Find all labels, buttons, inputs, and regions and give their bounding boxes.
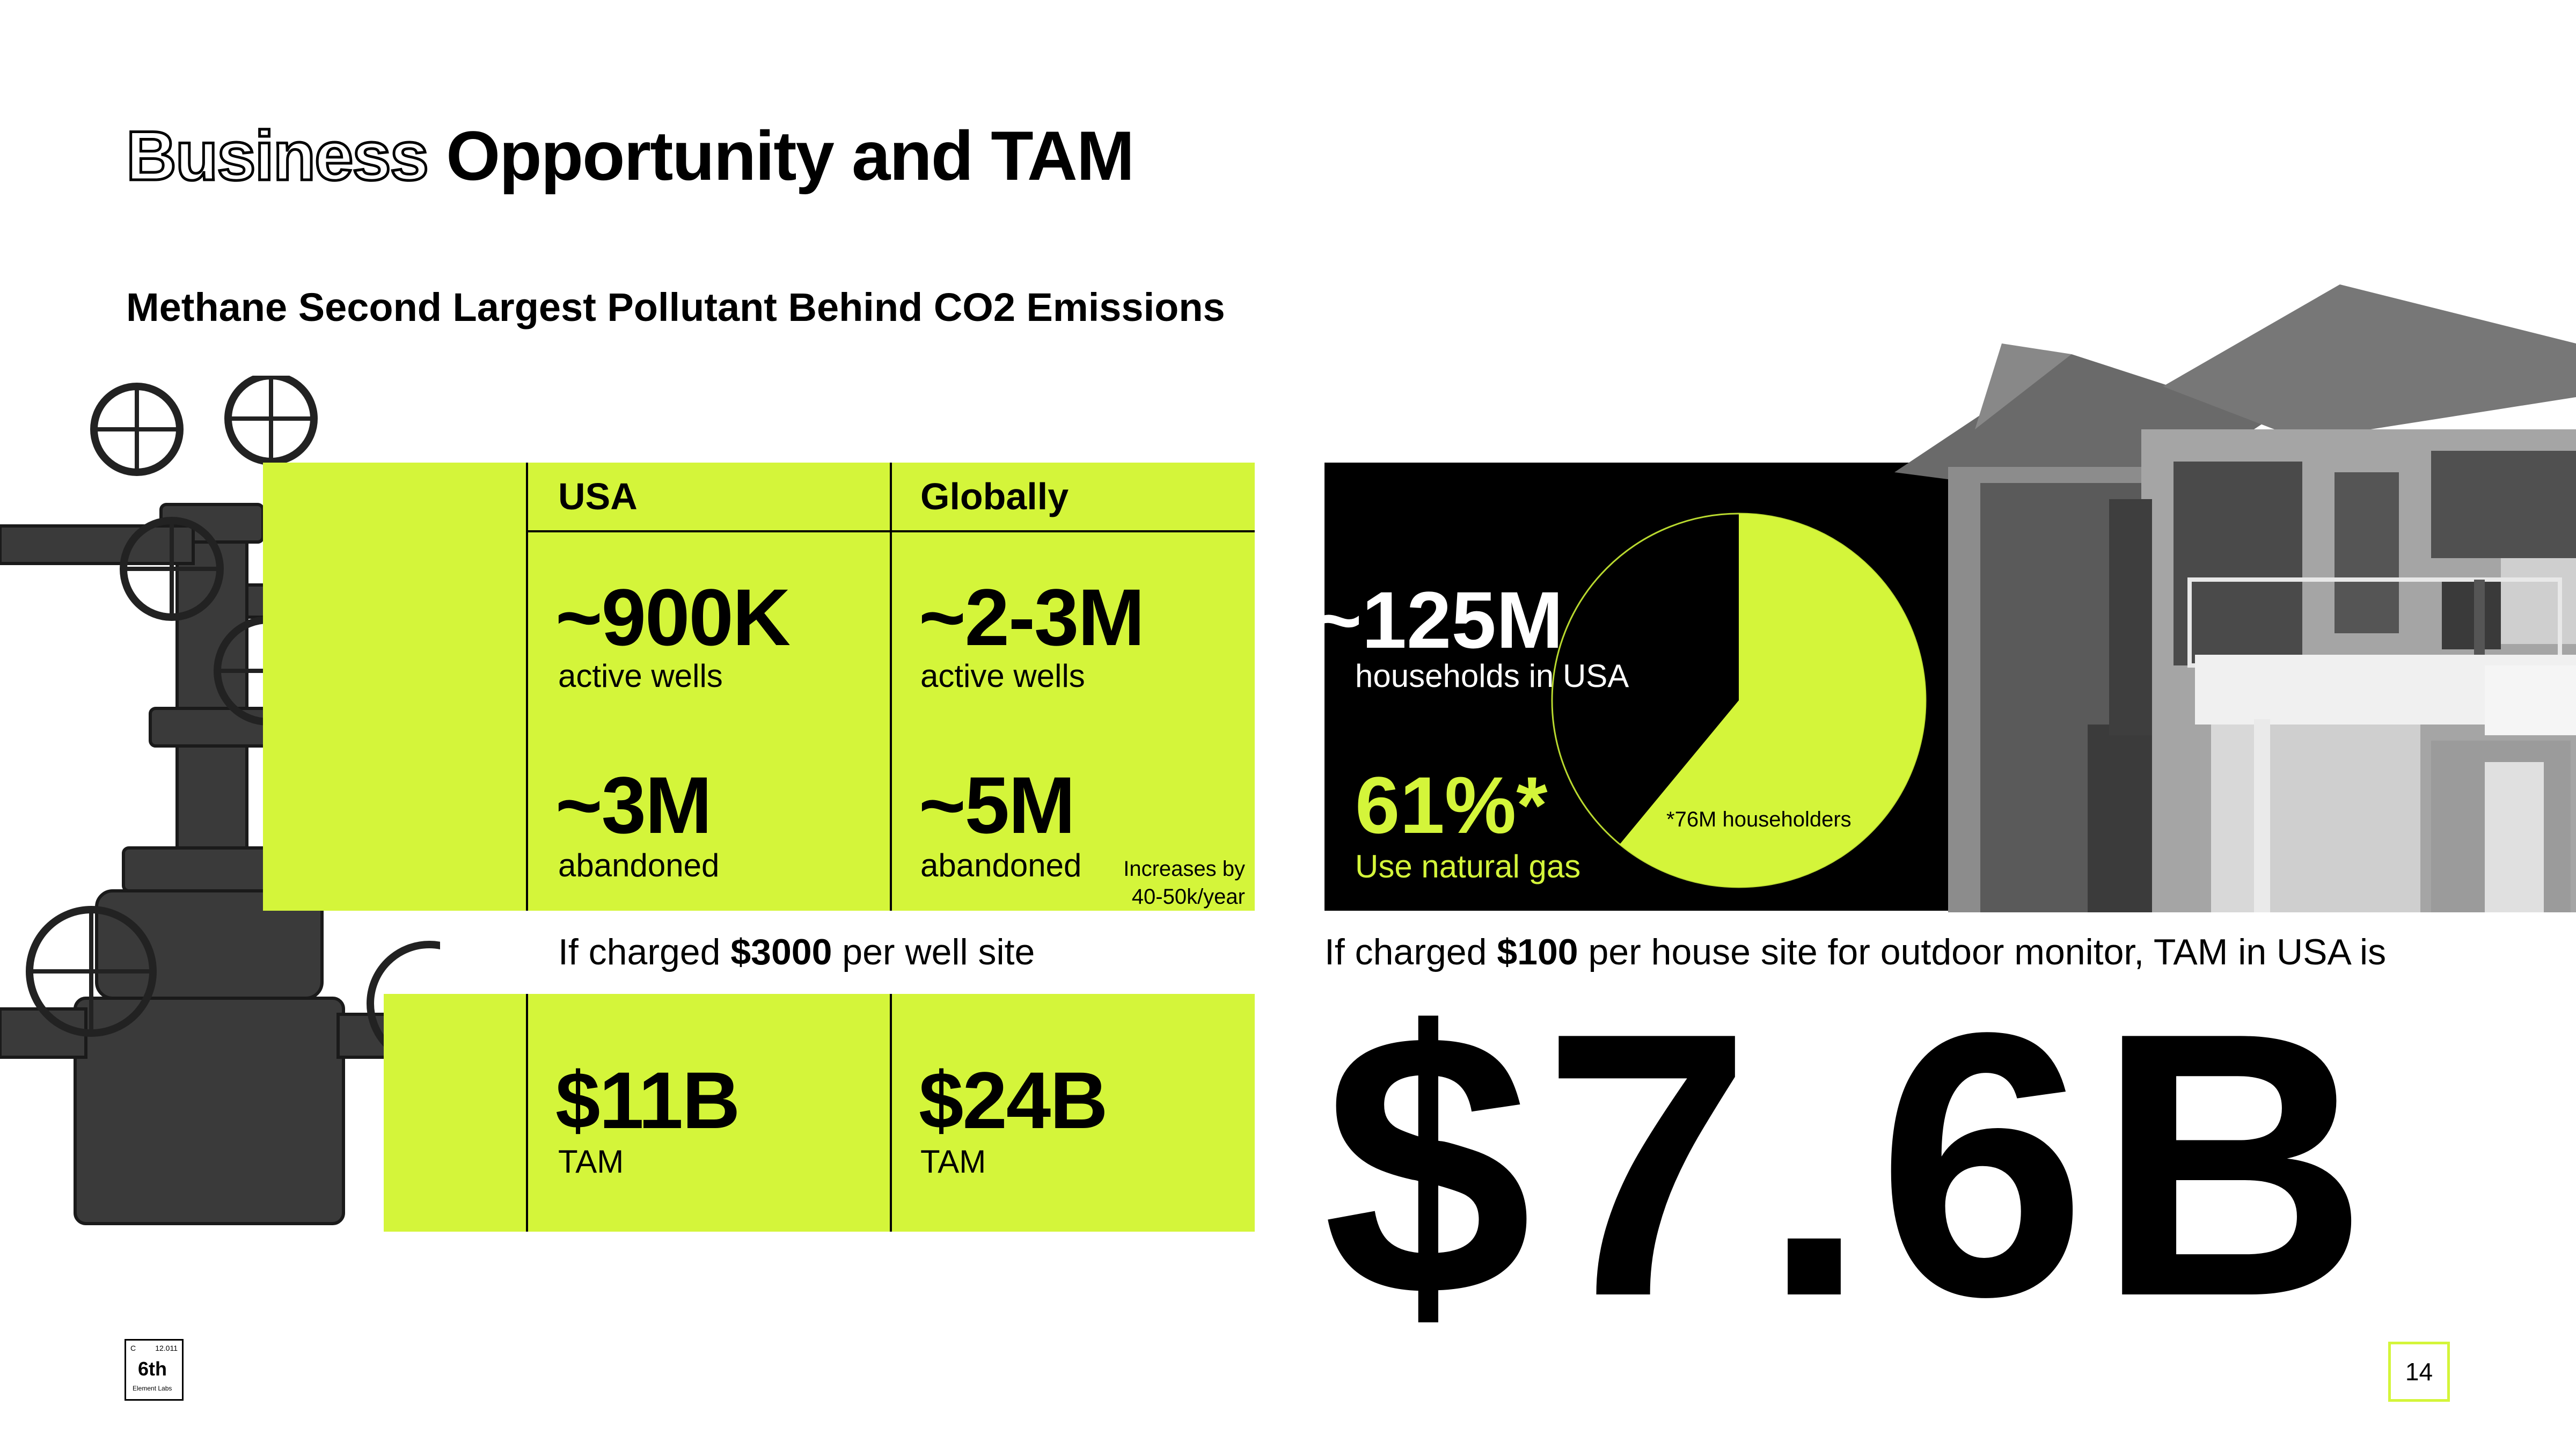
column-header-usa: USA — [558, 475, 638, 517]
wells-panel — [263, 463, 1255, 911]
column-header-global: Globally — [920, 475, 1069, 517]
divider — [526, 530, 1255, 532]
natural-gas-pie — [1551, 513, 1927, 888]
pie-note: *76M householders — [1666, 808, 1851, 831]
global-tam-label: TAM — [920, 1144, 986, 1180]
divider — [526, 994, 528, 1232]
page-title: Business Opportunity and TAM — [125, 115, 1135, 196]
global-active-label: active wells — [920, 658, 1085, 694]
usa-tam-value: $11B — [555, 1055, 740, 1145]
natural-gas-percent: 61%* — [1355, 760, 1548, 850]
title-outline-word: Business — [125, 115, 430, 196]
household-count: ~125M — [1315, 575, 1563, 665]
page-number: 14 — [2388, 1342, 2450, 1402]
pie-natural-gas-slice — [1620, 514, 1926, 887]
house-image — [1894, 284, 2576, 912]
usa-abandoned-value: ~3M — [555, 760, 712, 850]
well-charge-sentence: If charged $3000 per well site — [558, 932, 1035, 972]
divider — [890, 994, 892, 1232]
divider — [890, 463, 892, 911]
global-active-value: ~2-3M — [919, 572, 1145, 662]
global-abandoned-label: abandoned — [920, 847, 1082, 883]
tam-panel — [384, 994, 1255, 1232]
global-abandoned-value: ~5M — [919, 760, 1075, 850]
natural-gas-label: Use natural gas — [1355, 848, 1581, 884]
usa-house-tam-total: $7.6B — [1323, 955, 2379, 1374]
usa-active-value: ~900K — [555, 572, 791, 662]
house-charge-sentence: If charged $100 per house site for outdo… — [1324, 932, 2387, 972]
company-logo: C 12.011 6th Element Labs — [125, 1339, 184, 1401]
increase-note: Increases by 40-50k/year — [1123, 857, 1245, 909]
divider — [526, 463, 528, 911]
usa-abandoned-label: abandoned — [558, 847, 720, 883]
page-subtitle: Methane Second Largest Pollutant Behind … — [126, 285, 1225, 330]
household-count-label: households in USA — [1355, 658, 1629, 694]
global-tam-value: $24B — [919, 1055, 1108, 1145]
usa-active-label: active wells — [558, 658, 723, 694]
title-rest: Opportunity and TAM — [446, 116, 1135, 195]
usa-tam-label: TAM — [558, 1144, 624, 1180]
